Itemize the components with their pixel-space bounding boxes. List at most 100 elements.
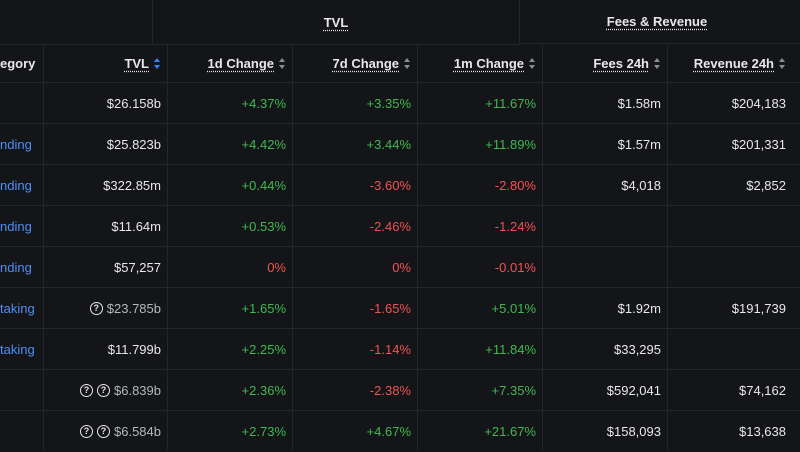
column-header-revenue-24h[interactable]: Revenue 24h	[668, 45, 792, 81]
column-header-revenue-24h-label: Revenue 24h	[693, 55, 774, 71]
tvl-cell: ?? $6.839b	[44, 370, 167, 411]
change-1d-cell-value: +4.37%	[241, 96, 286, 111]
category-link[interactable]: nding	[0, 124, 40, 165]
table-row[interactable]: nding $11.64m +0.53% -2.46% -1.24%	[0, 205, 800, 247]
change-7d-cell-value: -2.38%	[369, 383, 411, 398]
column-header-fees-24h[interactable]: Fees 24h	[543, 45, 667, 81]
revenue-24h-cell: $191,739	[668, 288, 792, 329]
change-1d-cell-value: +2.73%	[241, 424, 286, 439]
column-header-fees-24h-label: Fees 24h	[593, 55, 649, 71]
fees-24h-cell-value: $4,018	[621, 178, 661, 193]
change-1m-cell: +5.01%	[418, 288, 542, 329]
change-1m-cell: +11.89%	[418, 124, 542, 165]
fees-24h-cell-value: $158,093	[606, 424, 661, 439]
category-link[interactable]	[0, 370, 40, 411]
help-icon[interactable]: ?	[97, 384, 110, 397]
change-7d-cell: -3.60%	[293, 165, 417, 206]
revenue-24h-cell	[668, 247, 792, 288]
fees-24h-cell: $1.58m	[543, 83, 667, 124]
column-divider	[417, 45, 418, 450]
revenue-24h-cell-value: $2,852	[746, 178, 786, 193]
column-header-category[interactable]: egory	[0, 45, 40, 81]
change-7d-cell: -1.14%	[293, 329, 417, 370]
revenue-24h-cell: $13,638	[668, 411, 792, 452]
change-1m-cell-value: +5.01%	[491, 301, 536, 316]
table-row[interactable]: ?? $6.839b +2.36% -2.38% +7.35% $592,041 $74,1…	[0, 369, 800, 411]
help-icon[interactable]: ?	[97, 425, 110, 438]
tvl-cell-value: $23.785b	[106, 301, 161, 316]
revenue-24h-cell-value: $74,162	[739, 383, 786, 398]
column-header-tvl-label: TVL	[124, 55, 149, 71]
help-icon[interactable]: ?	[89, 302, 103, 315]
category-link[interactable]: taking	[0, 329, 40, 370]
sort-icon	[654, 57, 661, 69]
change-1m-cell-value: +11.89%	[485, 137, 536, 152]
revenue-24h-cell-value: $204,183	[731, 96, 786, 111]
column-divider	[542, 45, 543, 450]
tvl-cell-value: $11.64m	[111, 219, 161, 234]
category-link-value: nding	[0, 219, 32, 234]
change-1m-cell: -0.01%	[418, 247, 542, 288]
change-1d-cell: 0%	[168, 247, 292, 288]
change-1m-cell-value: +7.35%	[491, 383, 536, 398]
category-link[interactable]: nding	[0, 206, 40, 247]
change-1d-cell: +4.37%	[168, 83, 292, 124]
column-header-1d-change[interactable]: 1d Change	[168, 45, 292, 81]
change-1d-cell-value: +0.44%	[241, 178, 286, 193]
change-7d-cell: -2.38%	[293, 370, 417, 411]
change-1d-cell: +4.42%	[168, 124, 292, 165]
change-1m-cell-value: -1.24%	[494, 219, 536, 234]
tvl-cell: $322.85m	[44, 165, 167, 206]
fees-24h-cell	[543, 247, 667, 288]
help-icon[interactable]: ?	[80, 425, 93, 438]
column-divider	[667, 45, 668, 450]
category-link-value: nding	[0, 178, 32, 193]
revenue-24h-cell	[668, 206, 792, 247]
help-icon[interactable]: ?	[80, 384, 93, 397]
fees-24h-cell-value: $1.58m	[617, 96, 661, 111]
fees-24h-cell	[543, 206, 667, 247]
change-1m-cell: -1.24%	[418, 206, 542, 247]
table-row[interactable]: $26.158b +4.37% +3.35% +11.67% $1.58m $204,18…	[0, 82, 800, 124]
tvl-cell-value: $57,257	[114, 260, 161, 275]
fees-24h-cell: $158,093	[543, 411, 667, 452]
table-row[interactable]: taking $11.799b +2.25% -1.14% +11.84% $33,295	[0, 328, 800, 370]
column-header-tvl[interactable]: TVL	[44, 45, 167, 81]
tvl-cell: $11.64m	[44, 206, 167, 247]
table-row[interactable]: nding $57,257 0% 0% -0.01%	[0, 246, 800, 288]
category-link-value: taking	[0, 301, 35, 316]
column-divider	[167, 45, 168, 450]
category-link[interactable]: nding	[0, 165, 40, 206]
change-7d-cell: -2.46%	[293, 206, 417, 247]
fees-24h-cell-value: $592,041	[606, 383, 661, 398]
column-header-1m-change[interactable]: 1m Change	[418, 45, 542, 81]
change-7d-cell-value: +3.35%	[366, 96, 411, 111]
column-header-1m-change-label: 1m Change	[453, 55, 524, 71]
change-7d-cell: +4.67%	[293, 411, 417, 452]
group-header-tvl-label: TVL	[323, 14, 349, 30]
change-1m-cell: -2.80%	[418, 165, 542, 206]
category-link[interactable]	[0, 411, 40, 452]
table-row[interactable]: nding $322.85m +0.44% -3.60% -2.80% $4,018 $2,…	[0, 164, 800, 206]
tvl-cell: ? $23.785b	[44, 288, 167, 329]
column-header-7d-change-label: 7d Change	[332, 55, 399, 71]
change-7d-cell-value: -3.60%	[369, 178, 411, 193]
revenue-24h-cell: $204,183	[668, 83, 792, 124]
table-row[interactable]: ?? $6.584b +2.73% +4.67% +21.67% $158,093 $13,…	[0, 410, 800, 452]
change-7d-cell: +3.35%	[293, 83, 417, 124]
change-7d-cell-value: +3.44%	[366, 137, 411, 152]
change-1d-cell: +0.53%	[168, 206, 292, 247]
category-link[interactable]	[0, 83, 40, 124]
tvl-cell: $26.158b	[44, 83, 167, 124]
table-row[interactable]: taking? $23.785b +1.65% -1.65% +5.01% $1.92m $…	[0, 287, 800, 329]
table-row[interactable]: nding $25.823b +4.42% +3.44% +11.89% $1.57m $2…	[0, 123, 800, 165]
revenue-24h-cell	[668, 329, 792, 370]
revenue-24h-cell-value: $201,331	[731, 137, 786, 152]
category-link[interactable]: taking	[0, 288, 40, 329]
change-1d-cell: +0.44%	[168, 165, 292, 206]
category-link[interactable]: nding	[0, 247, 40, 288]
column-header-7d-change[interactable]: 7d Change	[293, 45, 417, 81]
tvl-cell: ?? $6.584b	[44, 411, 167, 452]
sort-icon	[279, 57, 286, 69]
change-7d-cell-value: -1.14%	[369, 342, 411, 357]
